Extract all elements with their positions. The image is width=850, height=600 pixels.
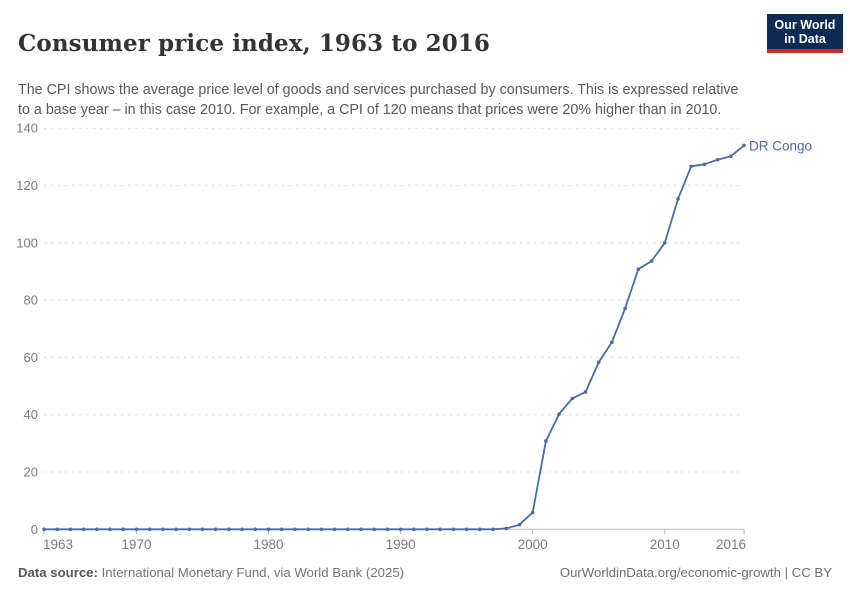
data-point (596, 360, 601, 365)
owid-logo[interactable]: Our World in Data (767, 14, 843, 53)
data-point (95, 527, 99, 532)
data-point (293, 527, 297, 532)
data-point (213, 527, 218, 532)
x-tick-label: 1963 (43, 537, 73, 552)
data-point (253, 527, 258, 532)
data-point (398, 527, 403, 532)
data-point (108, 527, 112, 532)
data-point (451, 527, 456, 532)
data-source-label: Data source: (18, 565, 98, 580)
y-tick-label: 60 (24, 350, 38, 365)
line-chart[interactable]: 0 20 40 60 80 100 120 140 1963 1970 1980 1990 2000 20… (0, 115, 850, 565)
data-point (319, 527, 324, 532)
y-tick-label: 20 (24, 465, 38, 480)
data-point (42, 527, 46, 532)
data-point (412, 527, 416, 532)
data-point (702, 162, 707, 167)
data-point (425, 527, 429, 532)
data-point (636, 267, 641, 271)
data-point (570, 396, 575, 401)
data-point (729, 154, 733, 159)
data-point (359, 527, 363, 532)
data-point (557, 412, 561, 416)
data-point (279, 527, 284, 532)
data-point (438, 527, 443, 532)
data-point (266, 527, 271, 532)
cpi-line (43, 144, 745, 531)
data-point (663, 241, 667, 245)
x-tick-label: 1990 (386, 537, 416, 552)
data-point (742, 143, 746, 148)
credit-link[interactable]: OurWorldinData.org/economic-growth | CC … (559, 565, 832, 580)
data-point (649, 259, 654, 263)
data-point (121, 527, 125, 532)
data-point (81, 527, 86, 532)
data-point (623, 306, 627, 311)
data-point (491, 527, 495, 532)
data-point (689, 164, 693, 169)
data-point (174, 527, 178, 532)
data-source: Data source: International Monetary Fund… (18, 565, 404, 580)
x-tick-label: 1980 (254, 537, 284, 552)
data-point (544, 439, 548, 443)
chart-area: 0 20 40 60 80 100 120 140 1963 1970 1980 1990 2000 20… (0, 115, 850, 565)
y-tick-label: 120 (16, 178, 38, 193)
y-tick-label: 100 (16, 235, 38, 250)
data-point (676, 197, 680, 201)
x-tick-label: 1970 (121, 537, 151, 552)
data-point (55, 527, 59, 532)
data-point (200, 527, 205, 532)
series-label-dr-congo[interactable]: DR Congo (749, 139, 812, 154)
data-point (68, 527, 73, 532)
owid-logo-line2: in Data (784, 31, 826, 46)
y-tick-label: 140 (16, 121, 38, 136)
data-point (147, 527, 152, 532)
y-tick-label: 0 (31, 522, 38, 537)
data-point (372, 527, 377, 532)
data-point (385, 527, 390, 532)
data-point (227, 527, 231, 532)
data-point (306, 527, 311, 532)
x-tick-label: 2016 (716, 537, 746, 552)
data-point (504, 526, 509, 531)
chart-footer: Data source: International Monetary Fund… (18, 565, 832, 580)
chart-subtitle: The CPI shows the average price level of… (18, 82, 739, 118)
data-point (187, 527, 192, 532)
data-point (530, 510, 535, 515)
x-tick-label: 2010 (650, 537, 680, 552)
y-tick-label: 80 (24, 293, 38, 308)
data-point (134, 527, 139, 532)
x-tick-label: 2000 (518, 537, 548, 552)
data-point (715, 157, 720, 162)
data-point (610, 340, 614, 344)
y-tick-label: 40 (24, 407, 38, 422)
data-source-text: International Monetary Fund, via World B… (101, 565, 405, 580)
data-point (332, 527, 337, 532)
chart-title: Consumer price index, 1963 to 2016 (18, 30, 491, 58)
data-point (517, 522, 522, 527)
data-point (464, 527, 469, 532)
data-point (346, 527, 350, 532)
data-point (583, 390, 588, 394)
owid-logo-line1: Our World (774, 17, 836, 32)
data-point (240, 527, 244, 532)
data-point (161, 527, 165, 532)
data-point (478, 527, 482, 532)
